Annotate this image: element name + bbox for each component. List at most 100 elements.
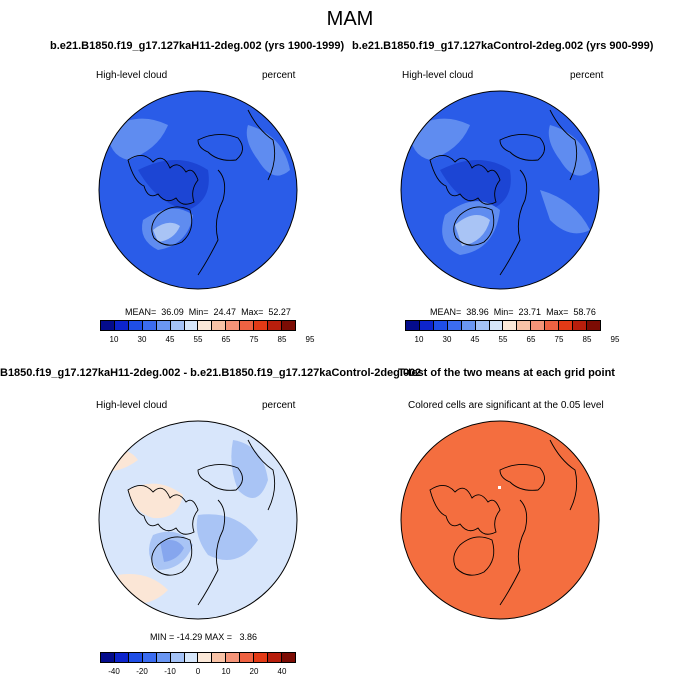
colorbar-swatch (226, 321, 241, 330)
colorbar-swatch (545, 321, 560, 330)
colorbar-swatch (198, 321, 213, 330)
case1-variable-label: High-level cloud (96, 70, 168, 81)
coastline (197, 169, 226, 276)
case2-light-region (548, 125, 592, 176)
colorbar-swatch (101, 321, 115, 330)
case1-units-label: percent (262, 70, 296, 81)
colorbar-swatch (170, 653, 185, 662)
colorbar-swatch (268, 321, 282, 330)
case2-variable-label: High-level cloud (402, 70, 474, 81)
colorbar-tick-label: 95 (305, 335, 315, 344)
coastline (499, 134, 545, 161)
colorbar-tick-label: 45 (165, 335, 175, 344)
colorbar-swatch (517, 321, 532, 330)
colorbar-tick-label: 30 (442, 335, 452, 344)
case1-stats: MEAN= 36.09 Min= 24.47 Max= 52.27 (125, 307, 291, 317)
colorbar-swatch (198, 653, 213, 662)
colorbar-swatch (489, 321, 504, 330)
colorbar-tick-label: 30 (137, 335, 147, 344)
case1-title: b.e21.B1850.f19_g17.127kaH11-2deg.002 (y… (50, 40, 345, 52)
ttest-map (400, 420, 600, 620)
colorbar-swatch (573, 321, 587, 330)
colorbar-swatch (128, 653, 143, 662)
coastline (453, 536, 495, 576)
colorbar-swatch (156, 653, 171, 662)
coastline (151, 536, 193, 576)
colorbar-swatch (212, 321, 227, 330)
case2-title: b.e21.B1850.f19_g17.127kaControl-2deg.00… (352, 40, 654, 52)
colorbar-swatch (240, 321, 255, 330)
colorbar-tick-label: 20 (249, 667, 259, 676)
coastline (151, 206, 193, 246)
colorbar-swatch (226, 653, 241, 662)
colorbar-swatch (281, 653, 295, 662)
case2-light-region (410, 118, 470, 160)
colorbar-tick-label: 55 (498, 335, 508, 344)
diff-coastlines (127, 439, 276, 606)
colorbar-swatch (406, 321, 420, 330)
coastline (549, 439, 578, 511)
diff-negative-region (160, 540, 184, 562)
colorbar-swatch (268, 653, 282, 662)
colorbar-swatch (586, 321, 600, 330)
coastline (247, 109, 276, 181)
case1-dark-region (138, 160, 209, 210)
case2-stats: MEAN= 38.96 Min= 23.71 Max= 58.76 (430, 307, 596, 317)
case1-map (98, 90, 298, 290)
coastline (127, 155, 199, 205)
nonsignificant-cell (498, 486, 501, 489)
diff-units-label: percent (262, 400, 296, 411)
case2-units-label: percent (570, 70, 604, 81)
case1-lighter-region (153, 222, 180, 242)
colorbar-tick-label: 65 (526, 335, 536, 344)
coastline (197, 499, 226, 606)
case1-light-region (108, 118, 168, 160)
diff-positive-region (128, 483, 183, 519)
diff-map (98, 420, 298, 620)
diff-map-outline (98, 420, 298, 620)
case2-map-outline (400, 90, 600, 290)
colorbar-tick-label: 85 (277, 335, 287, 344)
colorbar-swatch (184, 653, 199, 662)
ttest-map-outline (400, 420, 600, 620)
coastline (429, 485, 501, 535)
case2-colorbar (405, 320, 601, 331)
case1-map-outline (98, 90, 298, 290)
colorbar-swatch (433, 321, 448, 330)
coastline (197, 134, 243, 161)
coastline (499, 169, 528, 276)
colorbar-tick-label: 75 (554, 335, 564, 344)
colorbar-tick-label: 10 (414, 335, 424, 344)
diff-colorbar (100, 652, 296, 663)
colorbar-swatch (461, 321, 476, 330)
colorbar-swatch (447, 321, 462, 330)
colorbar-swatch (128, 321, 143, 330)
colorbar-tick-label: 55 (193, 335, 203, 344)
colorbar-swatch (531, 321, 546, 330)
colorbar-tick-label: 40 (277, 667, 287, 676)
colorbar-tick-label: -20 (136, 667, 148, 676)
case2-light-region (540, 190, 590, 234)
figure-title: MAM (326, 8, 374, 30)
colorbar-tick-label: 95 (610, 335, 620, 344)
coastline (499, 464, 545, 491)
colorbar-swatch (114, 321, 129, 330)
colorbar-swatch (281, 321, 295, 330)
diff-stats: MIN = -14.29 MAX = 3.86 (150, 632, 258, 642)
coastline (549, 109, 578, 181)
colorbar-swatch (240, 653, 255, 662)
colorbar-swatch (212, 653, 227, 662)
colorbar-tick-label: 75 (249, 335, 259, 344)
diff-title: B1850.f19_g17.127kaH11-2deg.002 - b.e21.… (0, 367, 422, 379)
case1-coastlines (127, 109, 276, 276)
diff-negative-region (231, 440, 268, 498)
colorbar-tick-label: -10 (164, 667, 176, 676)
colorbar-tick-label: 0 (195, 667, 201, 676)
ttest-coastlines (429, 439, 578, 606)
case1-colorbar (100, 320, 296, 331)
colorbar-tick-label: -40 (108, 667, 120, 676)
colorbar-swatch (170, 321, 185, 330)
colorbar-tick-label: 45 (470, 335, 480, 344)
case2-lighter-region (455, 215, 490, 246)
coastline (127, 485, 199, 535)
